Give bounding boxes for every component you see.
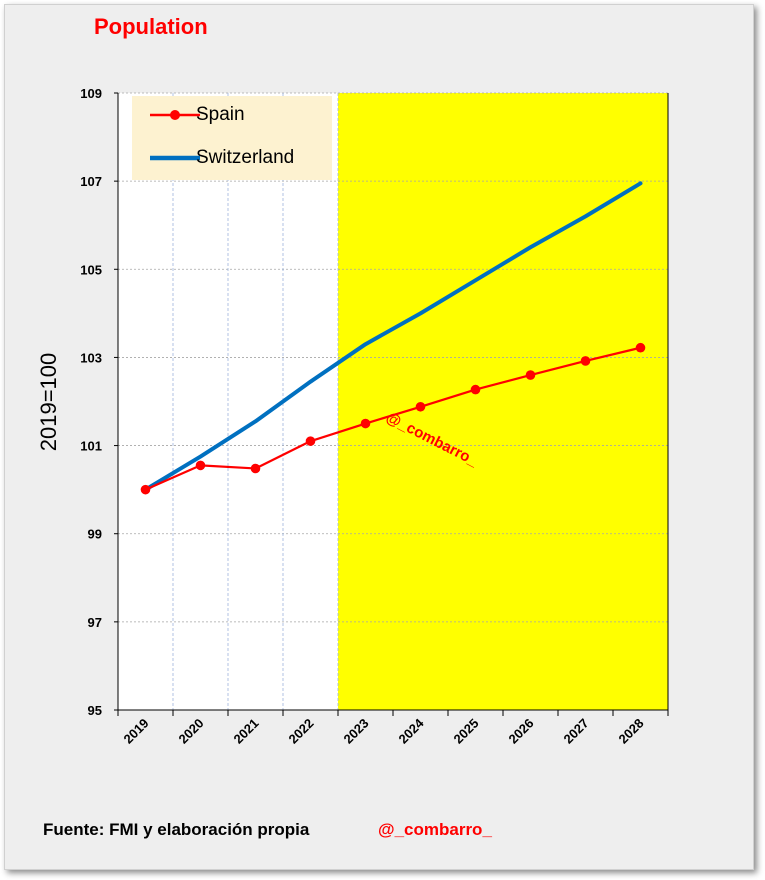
gridlines <box>118 92 668 710</box>
x-tick-label: 2027 <box>561 716 592 747</box>
chart-title: Population <box>94 14 208 39</box>
axes <box>114 92 669 716</box>
y-tick-label: 95 <box>88 703 102 718</box>
legend-label-switzerland: Switzerland <box>196 147 295 168</box>
y-tick-label: 103 <box>80 350 102 365</box>
y-tick-label: 107 <box>80 174 102 189</box>
data-point-spain <box>250 463 261 474</box>
x-tick-label: 2022 <box>286 716 317 747</box>
x-tick-label: 2023 <box>341 716 372 747</box>
x-tick-label: 2025 <box>451 716 482 747</box>
x-tick-label: 2026 <box>506 716 537 747</box>
data-point-spain <box>195 460 206 471</box>
author-handle: @_combarro_ <box>378 820 492 839</box>
series-line-switzerland <box>143 181 643 492</box>
source-note: Fuente: FMI y elaboración propia <box>43 820 310 839</box>
legend-swatch-spain <box>150 110 200 120</box>
data-point-spain <box>635 342 646 353</box>
legend-label-spain: Spain <box>196 104 245 125</box>
y-tick-label: 99 <box>88 527 102 542</box>
data-point-spain <box>305 436 316 446</box>
x-tick-labels: 2019 2020 2021 2022 2023 2024 2025 2026 2027 2028 <box>121 715 647 747</box>
series-layer <box>140 181 646 495</box>
y-tick-label: 109 <box>80 86 102 101</box>
y-axis-label: 2019=100 <box>36 352 61 452</box>
data-point-spain <box>580 356 591 366</box>
x-tick-label: 2024 <box>396 715 428 747</box>
legend-item-switzerland: Switzerland <box>132 144 332 172</box>
series-line-spain <box>144 346 642 491</box>
data-point-spain <box>470 384 481 395</box>
y-tick-labels: 95 97 99 101 103 105 107 109 <box>80 86 102 718</box>
x-tick-label: 2028 <box>616 716 647 747</box>
x-tick-label: 2020 <box>176 716 207 747</box>
forecast-region <box>338 93 668 710</box>
legend: Spain Switzerland <box>132 96 332 180</box>
data-point-spain <box>415 401 426 412</box>
data-point-spain <box>360 418 371 429</box>
x-tick-label: 2021 <box>231 716 262 747</box>
data-point-spain <box>140 484 151 495</box>
legend-swatch-switzerland <box>150 155 200 161</box>
legend-item-spain: Spain <box>132 101 332 129</box>
y-tick-label: 97 <box>88 615 102 630</box>
x-tick-label: 2019 <box>121 716 152 747</box>
y-tick-label: 105 <box>80 262 102 277</box>
y-tick-label: 101 <box>80 439 102 454</box>
data-point-spain <box>525 370 536 380</box>
